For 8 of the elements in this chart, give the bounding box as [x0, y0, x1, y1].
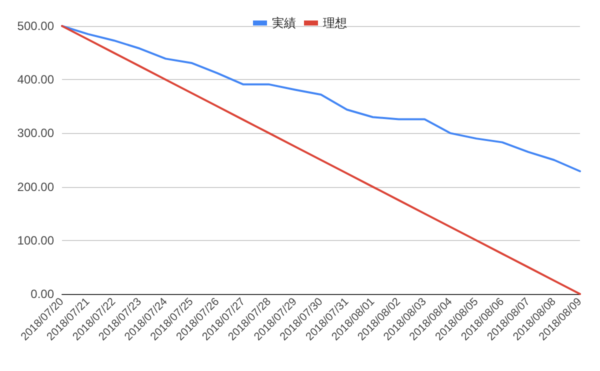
y-tick-label: 500.00 [17, 19, 54, 33]
legend-label: 理想 [323, 16, 347, 30]
y-tick-label: 100.00 [17, 233, 54, 248]
y-tick-label: 200.00 [17, 180, 54, 194]
y-tick-label: 300.00 [17, 126, 54, 140]
y-tick-label: 400.00 [17, 72, 54, 87]
y-tick-label: 0.00 [30, 287, 54, 301]
legend-label: 実績 [272, 16, 296, 30]
